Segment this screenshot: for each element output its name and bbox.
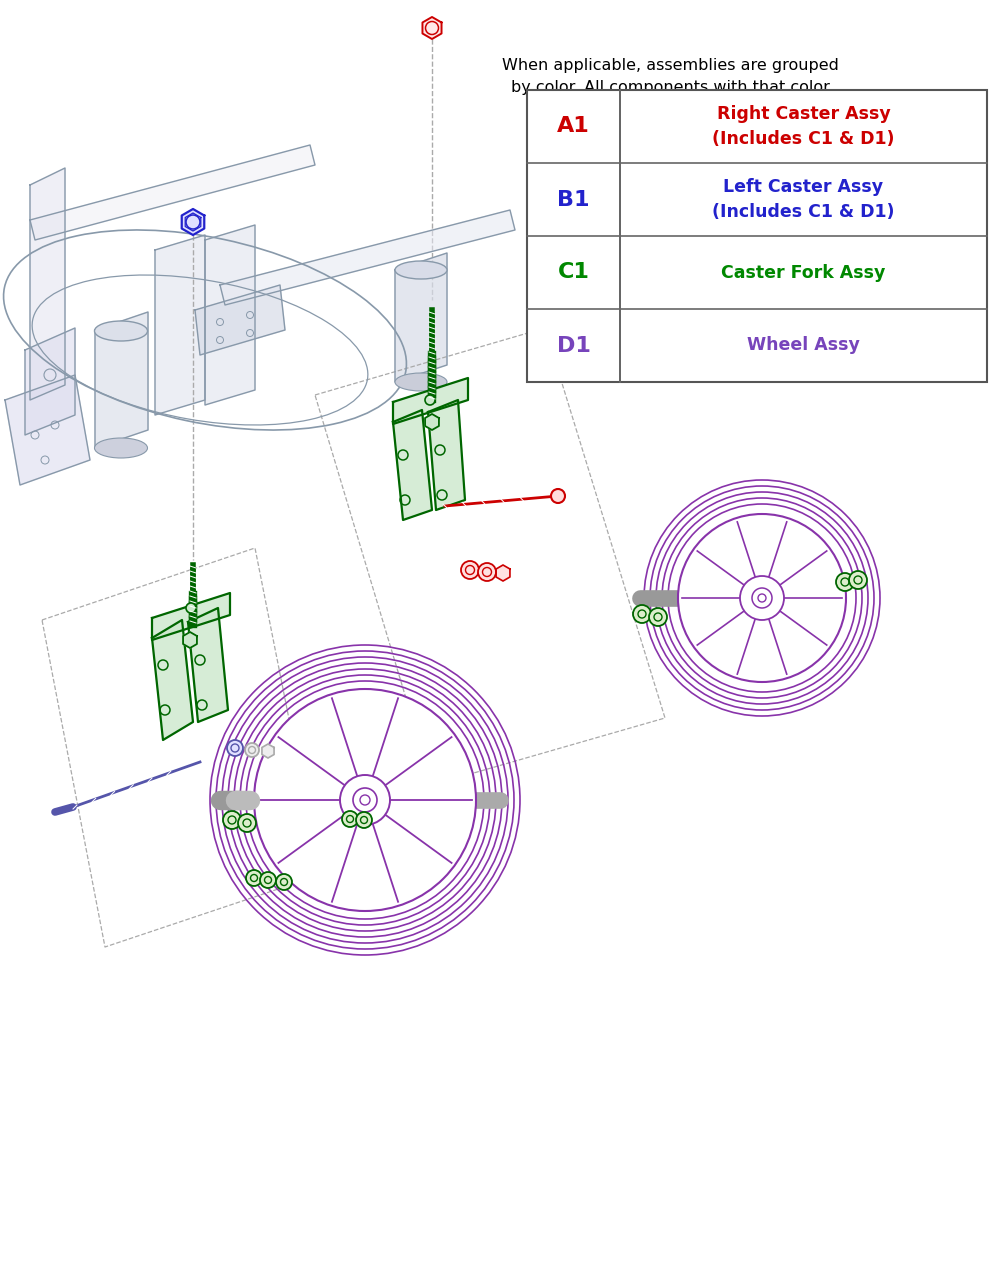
Circle shape: [245, 742, 259, 756]
Polygon shape: [155, 234, 205, 416]
Polygon shape: [395, 253, 447, 381]
Ellipse shape: [94, 321, 148, 341]
Circle shape: [340, 775, 390, 825]
Polygon shape: [152, 620, 193, 740]
Polygon shape: [25, 328, 75, 435]
Circle shape: [227, 740, 243, 756]
Circle shape: [356, 812, 372, 829]
Circle shape: [186, 603, 196, 613]
Circle shape: [752, 588, 772, 608]
Circle shape: [478, 563, 496, 582]
Circle shape: [342, 811, 358, 827]
Polygon shape: [393, 411, 432, 519]
Ellipse shape: [395, 261, 447, 279]
Circle shape: [223, 811, 241, 829]
Ellipse shape: [395, 372, 447, 392]
Circle shape: [425, 395, 435, 405]
Polygon shape: [393, 378, 468, 424]
Polygon shape: [262, 744, 274, 758]
Polygon shape: [188, 608, 228, 722]
Text: Wheel Assy: Wheel Assy: [747, 337, 860, 355]
Bar: [527, 90, 987, 381]
Polygon shape: [30, 144, 315, 239]
Polygon shape: [220, 210, 515, 305]
Text: C1: C1: [558, 262, 589, 283]
Circle shape: [758, 594, 766, 602]
Polygon shape: [5, 375, 90, 485]
Polygon shape: [496, 565, 510, 582]
Polygon shape: [30, 169, 65, 400]
Circle shape: [353, 788, 377, 812]
Polygon shape: [183, 632, 197, 647]
Text: When applicable, assemblies are grouped
by color. All components with that color: When applicable, assemblies are grouped …: [502, 58, 838, 118]
Polygon shape: [205, 226, 255, 405]
Circle shape: [849, 571, 867, 589]
Polygon shape: [152, 593, 230, 640]
Polygon shape: [195, 285, 285, 355]
Polygon shape: [428, 400, 465, 511]
Circle shape: [678, 514, 846, 682]
Circle shape: [238, 813, 256, 832]
Circle shape: [461, 561, 479, 579]
Circle shape: [246, 870, 262, 886]
Circle shape: [633, 606, 651, 623]
Circle shape: [360, 794, 370, 805]
Text: Right Caster Assy
(Includes C1 & D1): Right Caster Assy (Includes C1 & D1): [712, 105, 895, 148]
Circle shape: [740, 576, 784, 620]
Polygon shape: [182, 209, 204, 234]
Circle shape: [836, 573, 854, 590]
Text: B1: B1: [557, 190, 590, 209]
Text: D1: D1: [557, 336, 590, 356]
Polygon shape: [422, 16, 442, 39]
Polygon shape: [425, 414, 439, 430]
Circle shape: [276, 874, 292, 889]
Ellipse shape: [94, 438, 148, 457]
Circle shape: [254, 689, 476, 911]
Text: A1: A1: [557, 117, 590, 137]
Circle shape: [551, 489, 565, 503]
Polygon shape: [95, 312, 148, 449]
Circle shape: [649, 608, 667, 626]
Text: Caster Fork Assy: Caster Fork Assy: [721, 264, 886, 281]
Text: Left Caster Assy
(Includes C1 & D1): Left Caster Assy (Includes C1 & D1): [712, 179, 895, 220]
Circle shape: [260, 872, 276, 888]
